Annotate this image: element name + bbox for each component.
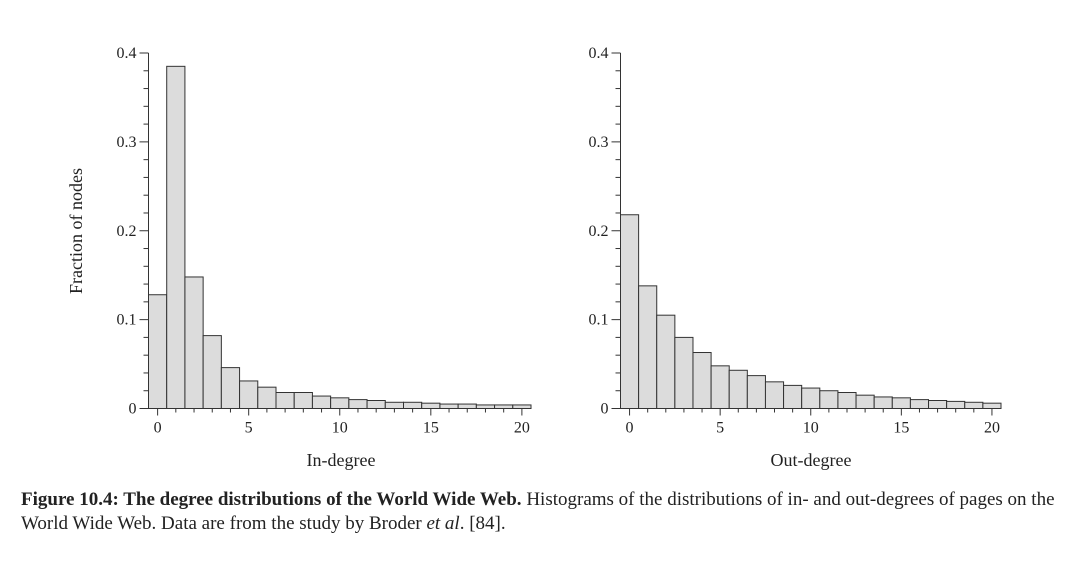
bar-11 xyxy=(348,399,368,409)
bar-4 xyxy=(220,367,241,409)
y-tick-label: 0.1 xyxy=(117,312,137,329)
x-tick-label: 0 xyxy=(154,420,162,437)
caption-italic: et al xyxy=(426,513,460,534)
figure-caption: Figure 10.4: The degree distributions of… xyxy=(21,488,1061,536)
x-axis-label: Out-degree xyxy=(771,450,852,470)
bar-2 xyxy=(184,276,204,409)
x-tick-label: 5 xyxy=(245,420,253,437)
bar-3 xyxy=(202,335,222,409)
x-axis-label: In-degree xyxy=(307,450,376,470)
figure-charts: 0 0.1 0.2 0.3 0.4 0 5 10 15 20 In-degree Fraction o… xyxy=(66,45,1002,470)
caption-text: Histograms of the distributions of in- a… xyxy=(21,489,1055,534)
y-tick-label: 0.4 xyxy=(589,45,609,62)
bar-19 xyxy=(964,401,984,409)
bar-7 xyxy=(275,392,295,409)
y-tick-label: 0.4 xyxy=(117,45,137,62)
x-tick-label: 15 xyxy=(893,420,909,437)
caption-title: Figure 10.4: The degree distributions of… xyxy=(21,489,522,510)
chart-out-degree: 0 0.1 0.2 0.3 0.4 0 5 10 15 20 Out-degree xyxy=(589,45,1002,470)
bar-6 xyxy=(728,369,748,409)
bar-1 xyxy=(166,65,186,410)
chart-in-degree: 0 0.1 0.2 0.3 0.4 0 5 10 15 20 In-degree Fraction o… xyxy=(66,45,532,470)
bar-8 xyxy=(293,392,313,409)
x-tick-label: 10 xyxy=(803,420,819,437)
bar-16 xyxy=(909,399,930,409)
y-axis-label: Fraction of nodes xyxy=(66,168,86,294)
y-tick-label: 0.3 xyxy=(117,134,137,151)
bar-2 xyxy=(656,314,676,409)
bar-15 xyxy=(891,397,911,409)
bar-20 xyxy=(512,404,532,410)
y-tick-label: 0 xyxy=(129,401,137,418)
bar-20 xyxy=(982,402,1002,410)
bar-7 xyxy=(746,375,766,409)
bar-15 xyxy=(421,402,441,410)
bar-17 xyxy=(457,403,477,409)
bar-13 xyxy=(384,401,405,409)
bar-16 xyxy=(439,403,459,409)
bar-18 xyxy=(946,400,966,410)
bar-1 xyxy=(638,285,658,410)
bar-14 xyxy=(873,396,893,410)
y-tick-label: 0.1 xyxy=(589,312,609,329)
bar-18 xyxy=(475,404,496,410)
x-tick-label: 15 xyxy=(423,420,439,437)
bar-0 xyxy=(620,214,640,409)
bar-9 xyxy=(783,384,803,410)
bar-11 xyxy=(819,390,839,410)
bar-3 xyxy=(674,336,694,409)
bar-10 xyxy=(330,397,350,409)
y-tick-label: 0.3 xyxy=(589,134,609,151)
bar-14 xyxy=(403,401,423,409)
y-tick-label: 0.2 xyxy=(117,223,137,240)
bar-12 xyxy=(837,392,857,409)
bar-4 xyxy=(692,352,712,410)
x-tick-label: 10 xyxy=(332,420,348,437)
bar-19 xyxy=(494,404,514,410)
x-tick-label: 20 xyxy=(984,420,1000,437)
bar-9 xyxy=(311,395,332,409)
bar-5 xyxy=(239,380,259,410)
bar-8 xyxy=(764,381,785,409)
bar-13 xyxy=(855,394,875,410)
bar-0 xyxy=(148,294,168,409)
bar-5 xyxy=(710,365,730,409)
bar-6 xyxy=(257,386,277,410)
x-tick-label: 0 xyxy=(626,420,634,437)
x-tick-label: 20 xyxy=(514,420,530,437)
x-tick-label: 5 xyxy=(716,420,724,437)
bar-17 xyxy=(928,400,948,409)
y-tick-label: 0 xyxy=(601,401,609,418)
y-tick-label: 0.2 xyxy=(589,223,609,240)
bar-10 xyxy=(801,387,821,409)
bar-12 xyxy=(366,400,386,409)
caption-text-end: . [84]. xyxy=(459,513,506,534)
